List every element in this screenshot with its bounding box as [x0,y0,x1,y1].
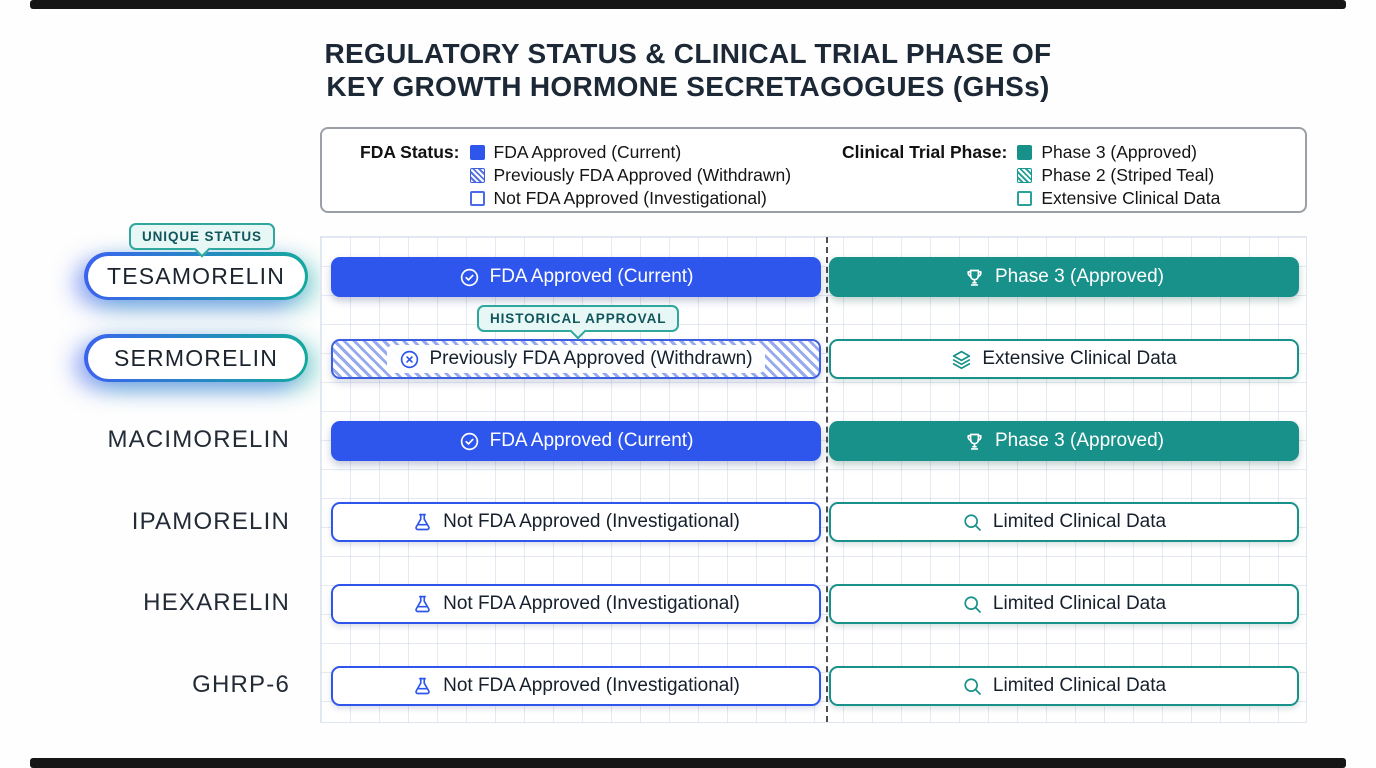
legend-heading-fda: FDA Status: [360,142,460,162]
trophy-icon [967,433,982,450]
swatch-outline-teal [1017,191,1033,206]
bar-fda-macimorelin: FDA Approved (Current) [331,421,821,461]
drug-label-macimorelin: MACIMORELIN [107,426,290,453]
legend-item-label: Previously FDA Approved (Withdrawn) [493,165,792,185]
bar-fda-ghrp6: Not FDA Approved (Investigational) [331,666,821,706]
chart-panel: FDA Approved (Current) Phase 3 (Approved… [320,236,1307,723]
legend-item-label: Extensive Clinical Data [1041,188,1221,208]
column-divider-dashed-line [826,237,828,722]
search-icon [964,595,981,613]
callout-unique-status: UNIQUE STATUS [129,223,275,250]
bar-label: Not FDA Approved (Investigational) [443,675,740,696]
bar-trial-ghrp6: Limited Clinical Data [829,666,1299,706]
bar-fda-tesamorelin: FDA Approved (Current) [331,257,821,297]
legend-item: FDA Approved (Current) [469,141,792,164]
bar-trial-tesamorelin: Phase 3 (Approved) [829,257,1299,297]
flask-icon [415,677,430,694]
legend-item: Phase 3 (Approved) [1017,141,1220,164]
check-circle-icon [460,268,478,286]
search-icon [964,513,981,531]
legend-item-label: FDA Approved (Current) [493,142,682,162]
bar-label: Extensive Clinical Data [982,348,1177,369]
legend-group-trial-phase: Clinical Trial Phase: Phase 3 (Approved)… [842,141,1220,210]
bar-label: Limited Clinical Data [992,593,1167,614]
bar-fda-ipamorelin: Not FDA Approved (Investigational) [331,502,821,542]
bar-label-chip: Previously FDA Approved (Withdrawn) [387,345,765,373]
bar-fda-sermorelin: Previously FDA Approved (Withdrawn) [331,339,821,379]
drug-label-ghrp6: GHRP-6 [192,671,290,698]
drug-pill-sermorelin: SERMORELIN [84,334,308,382]
bar-label: Limited Clinical Data [992,511,1167,532]
title-line1: REGULATORY STATUS & CLINICAL TRIAL PHASE… [324,38,1052,69]
drug-label-ipamorelin: IPAMORELIN [131,508,290,535]
flask-icon [415,595,430,612]
bar-label: Not FDA Approved (Investigational) [443,511,740,532]
bar-fda-hexarelin: Not FDA Approved (Investigational) [331,584,821,624]
legend-group-fda-status: FDA Status: FDA Approved (Current) Previ… [360,141,791,210]
legend-item-label: Phase 3 (Approved) [1041,142,1198,162]
legend-item: Extensive Clinical Data [1017,187,1220,210]
drug-label-sermorelin: SERMORELIN [87,337,305,379]
drug-pill-tesamorelin: TESAMORELIN [84,252,308,300]
swatch-striped-teal [1017,168,1033,183]
page-title: REGULATORY STATUS & CLINICAL TRIAL PHASE… [0,37,1376,103]
bottom-border-bar [30,758,1346,768]
drug-label-hexarelin: HEXARELIN [143,589,290,616]
drug-label-tesamorelin: TESAMORELIN [87,255,305,297]
bar-label: Previously FDA Approved (Withdrawn) [429,348,753,369]
trophy-icon [967,269,982,286]
title-line2: KEY GROWTH HORMONE SECRETAGOGUES (GHSs) [326,71,1050,102]
check-circle-icon [460,432,478,450]
bar-trial-macimorelin: Phase 3 (Approved) [829,421,1299,461]
search-icon [964,677,981,695]
callout-historical-approval: HISTORICAL APPROVAL [477,305,680,332]
legend-heading-trial: Clinical Trial Phase: [842,142,1008,162]
swatch-solid-blue [469,145,485,160]
legend-item: Previously FDA Approved (Withdrawn) [469,164,792,187]
legend-item: Not FDA Approved (Investigational) [469,187,792,210]
bar-label: FDA Approved (Current) [489,430,694,451]
bar-label: Limited Clinical Data [992,675,1167,696]
flask-icon [415,513,430,530]
x-circle-icon [401,350,419,368]
bar-trial-ipamorelin: Limited Clinical Data [829,502,1299,542]
swatch-outline-blue [469,191,485,206]
legend-item: Phase 2 (Striped Teal) [1017,164,1220,187]
layers-icon [953,350,971,369]
bar-label: Phase 3 (Approved) [995,430,1164,451]
bar-label: FDA Approved (Current) [489,266,694,287]
bar-trial-hexarelin: Limited Clinical Data [829,584,1299,624]
swatch-solid-teal [1017,145,1033,160]
bar-label: Phase 3 (Approved) [995,266,1164,287]
legend-item-label: Not FDA Approved (Investigational) [493,188,767,208]
legend-box: FDA Status: FDA Approved (Current) Previ… [320,127,1307,213]
bar-label: Not FDA Approved (Investigational) [443,593,740,614]
legend-item-label: Phase 2 (Striped Teal) [1041,165,1215,185]
swatch-striped-blue [469,168,485,183]
top-border-bar [30,0,1346,9]
bar-trial-sermorelin: Extensive Clinical Data [829,339,1299,379]
